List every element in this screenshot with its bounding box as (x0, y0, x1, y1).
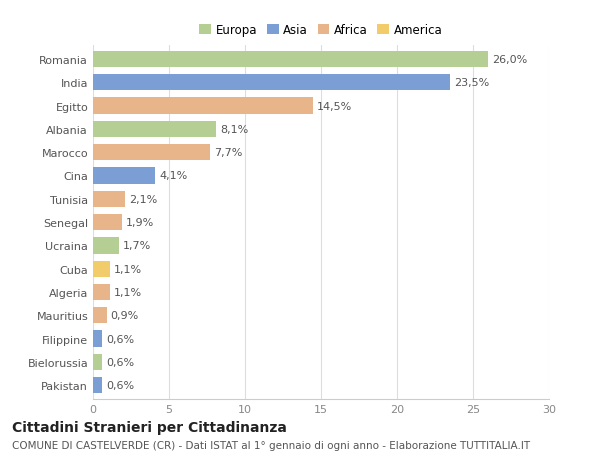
Text: 7,7%: 7,7% (214, 148, 242, 158)
Legend: Europa, Asia, Africa, America: Europa, Asia, Africa, America (197, 22, 445, 39)
Bar (93, 238, 119, 254)
Bar (93, 122, 216, 138)
Text: 1,9%: 1,9% (125, 218, 154, 228)
Bar (93, 145, 210, 161)
Bar (93, 75, 450, 91)
Text: 1,1%: 1,1% (113, 287, 142, 297)
Bar (93, 98, 313, 114)
Bar (93, 191, 125, 207)
Bar (93, 284, 110, 301)
Text: 14,5%: 14,5% (317, 101, 352, 112)
Bar (93, 308, 107, 324)
Text: 0,6%: 0,6% (106, 357, 134, 367)
Text: 0,6%: 0,6% (106, 334, 134, 344)
Text: 26,0%: 26,0% (492, 55, 527, 65)
Bar (93, 377, 102, 393)
Text: 1,7%: 1,7% (122, 241, 151, 251)
Bar (93, 168, 155, 184)
Text: Cittadini Stranieri per Cittadinanza: Cittadini Stranieri per Cittadinanza (12, 420, 287, 434)
Text: 0,9%: 0,9% (110, 311, 139, 321)
Bar (93, 52, 488, 68)
Text: 1,1%: 1,1% (113, 264, 142, 274)
Bar (93, 214, 122, 231)
Text: 0,6%: 0,6% (106, 381, 134, 390)
Text: 2,1%: 2,1% (129, 194, 157, 204)
Text: COMUNE DI CASTELVERDE (CR) - Dati ISTAT al 1° gennaio di ogni anno - Elaborazion: COMUNE DI CASTELVERDE (CR) - Dati ISTAT … (12, 440, 530, 450)
Bar (93, 331, 102, 347)
Bar (93, 261, 110, 277)
Bar (93, 354, 102, 370)
Text: 4,1%: 4,1% (159, 171, 187, 181)
Text: 8,1%: 8,1% (220, 124, 248, 134)
Text: 23,5%: 23,5% (454, 78, 489, 88)
